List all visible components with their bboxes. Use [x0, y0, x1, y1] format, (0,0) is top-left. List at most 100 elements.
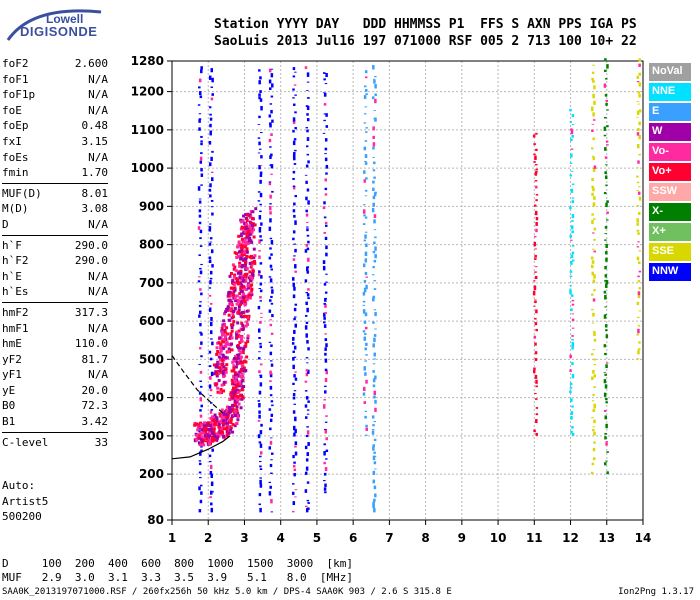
echo-streak [637, 348, 641, 351]
legend-item: X+ [649, 223, 691, 241]
echo-streak [259, 171, 263, 175]
echo-streak [200, 263, 203, 266]
y-tick-label: 1200 [131, 85, 164, 99]
echo-streak [306, 266, 309, 272]
echo-streak [591, 260, 595, 264]
echo-point [239, 243, 243, 247]
echo-streak [257, 152, 261, 154]
echo-point [240, 244, 244, 248]
echo-streak [638, 134, 641, 140]
echo-streak [592, 232, 595, 234]
echo-point [232, 388, 236, 392]
echo-streak [604, 225, 608, 229]
echo-streak [198, 276, 201, 278]
echo-point [239, 285, 243, 289]
echo-streak [571, 124, 575, 126]
echo-point [232, 275, 236, 279]
echo-streak [324, 291, 328, 294]
echo-streak [260, 105, 263, 111]
echo-streak [636, 205, 640, 207]
echo-streak [259, 477, 262, 479]
echo-point [237, 348, 241, 352]
echo-streak [294, 371, 297, 373]
echo-streak [198, 254, 201, 256]
echo-streak [306, 226, 309, 228]
echo-streak [372, 378, 376, 383]
echo-streak [570, 294, 574, 297]
echo-streak [199, 245, 203, 247]
echo-streak [211, 264, 214, 268]
echo-streak [638, 94, 641, 98]
echo-point [229, 397, 233, 401]
echo-streak [268, 79, 272, 84]
echo-streak [269, 203, 272, 205]
echo-streak [590, 264, 594, 269]
echo-streak [606, 200, 609, 204]
echo-point [248, 270, 252, 274]
echo-streak [604, 265, 607, 270]
echo-streak [535, 199, 538, 202]
echo-point [247, 293, 251, 297]
echo-streak [363, 214, 366, 217]
echo-streak [270, 68, 274, 70]
echo-point [252, 235, 256, 239]
echo-point [206, 421, 210, 425]
echo-streak [324, 236, 328, 241]
echo-streak [592, 156, 596, 160]
echo-streak [533, 235, 537, 238]
echo-point [210, 436, 214, 440]
echo-point [245, 272, 249, 276]
echo-streak [373, 192, 377, 197]
echo-streak [373, 451, 376, 454]
echo-streak [571, 335, 574, 337]
echo-point [240, 283, 244, 287]
echo-streak [603, 372, 607, 374]
echo-streak [268, 481, 271, 484]
echo-point [234, 299, 238, 303]
param-row: M(D) 3.08 [2, 201, 108, 217]
echo-streak [362, 291, 366, 296]
echo-streak [362, 204, 366, 206]
param-row: h`F2 290.0 [2, 253, 108, 269]
echo-point [253, 223, 257, 227]
echo-point [243, 230, 247, 234]
echo-streak [324, 221, 328, 225]
echo-streak [268, 114, 272, 118]
x-tick-label: 1 [168, 531, 176, 545]
echo-point [215, 372, 219, 376]
echo-point [232, 267, 236, 271]
echo-streak [590, 256, 594, 260]
echo-streak [373, 309, 377, 311]
echo-streak [269, 373, 273, 378]
echo-point [235, 400, 239, 404]
echo-streak [270, 133, 273, 137]
echo-point [238, 275, 242, 279]
echo-streak [292, 75, 296, 78]
echo-point [222, 416, 226, 420]
echo-streak [269, 211, 272, 215]
echo-streak [325, 113, 328, 117]
echo-streak [258, 390, 262, 395]
echo-point [200, 439, 204, 443]
echo-point [217, 362, 221, 366]
echo-streak [306, 430, 310, 435]
echo-streak [372, 274, 375, 276]
echo-point [203, 424, 207, 428]
param-row: foF2 2.600 [2, 56, 108, 72]
x-tick-label: 7 [385, 531, 393, 545]
echo-point [226, 421, 230, 425]
echo-point [227, 318, 231, 322]
echo-streak [259, 468, 263, 471]
echo-point [235, 360, 239, 364]
echo-point [244, 314, 248, 318]
echo-streak [270, 95, 274, 98]
echo-streak [592, 187, 595, 192]
echo-streak [373, 229, 377, 231]
echo-streak [294, 323, 297, 328]
echo-point [231, 382, 235, 386]
param-row: foF1p N/A [2, 87, 108, 103]
echo-streak [200, 449, 203, 452]
echo-point [218, 366, 222, 370]
echo-point [229, 408, 233, 412]
echo-streak [593, 100, 596, 105]
